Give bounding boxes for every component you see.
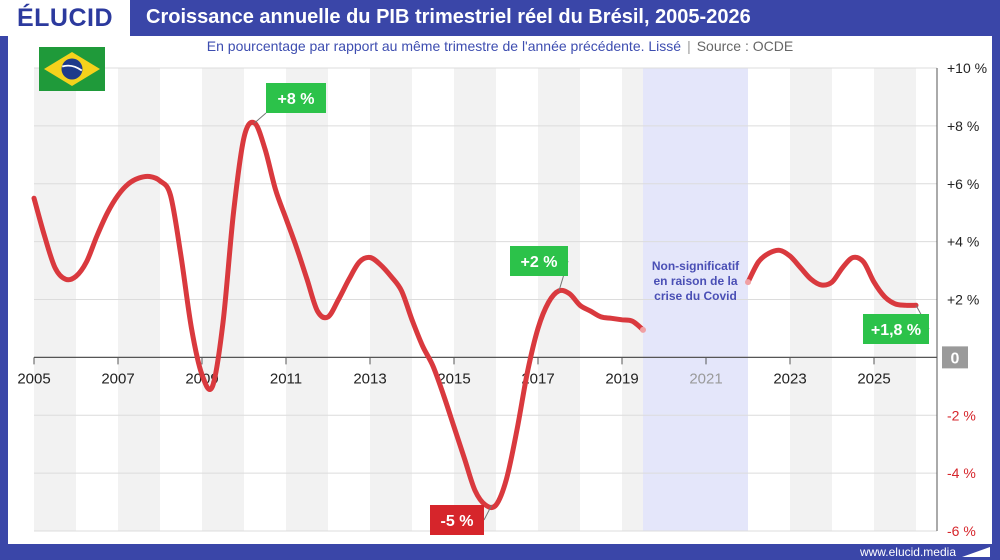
x-tick-label: 2023 [773, 370, 806, 387]
elucid-mark-icon [962, 547, 990, 557]
x-tick-label: 2007 [101, 370, 134, 387]
chart-title: Croissance annuelle du PIB trimestriel r… [146, 6, 751, 28]
callout-label: +2 % [521, 254, 558, 271]
y-tick-label: -6 % [947, 523, 976, 539]
x-tick-label: 2021 [689, 370, 722, 387]
x-tick-label: 2025 [857, 370, 890, 387]
covid-note-line: Non-significatif [652, 259, 740, 273]
subtitle-text: En pourcentage par rapport au même trime… [206, 38, 682, 54]
footer-url: www.elucid.media [859, 545, 956, 559]
x-tick-label: 2017 [521, 370, 554, 387]
elucid-logo: ÉLUCID [0, 0, 130, 36]
zero-badge [942, 346, 968, 369]
series-break-point [745, 279, 751, 286]
y-tick-label: +6 % [947, 176, 979, 192]
brazil-flag-icon [39, 47, 105, 91]
x-tick-label: 2015 [437, 370, 470, 387]
callout-label: +8 % [278, 91, 315, 108]
callout-label: +1,8 % [871, 322, 921, 339]
callout-box [430, 505, 484, 535]
callout-box [266, 83, 326, 113]
callout-box [510, 246, 568, 276]
y-tick-label: +8 % [947, 118, 979, 134]
y-tick-label: +10 % [947, 60, 987, 76]
chart-subtitle: En pourcentage par rapport au même trime… [0, 38, 1000, 54]
callout-leader [254, 112, 267, 124]
x-tick-label: 2019 [605, 370, 638, 387]
zero-label: 0 [951, 350, 960, 367]
callout-box [863, 314, 929, 344]
y-tick-label: -4 % [947, 465, 976, 481]
y-tick-label: -2 % [947, 407, 976, 423]
callout-label: -5 % [441, 513, 474, 530]
y-tick-label: +2 % [947, 292, 979, 308]
subtitle-separator: | [687, 38, 691, 54]
covid-note-line: crise du Covid [654, 289, 737, 303]
x-tick-label: 2011 [270, 370, 302, 387]
source-text: Source : OCDE [696, 38, 794, 54]
x-tick-label: 2013 [353, 370, 386, 387]
covid-note-line: en raison de la [653, 274, 737, 288]
callout-leader [483, 504, 493, 521]
series-break-point [640, 326, 646, 333]
y-tick-label: +4 % [947, 234, 979, 250]
gdp-series-line [31, 119, 646, 511]
gdp-series-line [745, 247, 919, 308]
x-tick-label: 2005 [17, 370, 50, 387]
